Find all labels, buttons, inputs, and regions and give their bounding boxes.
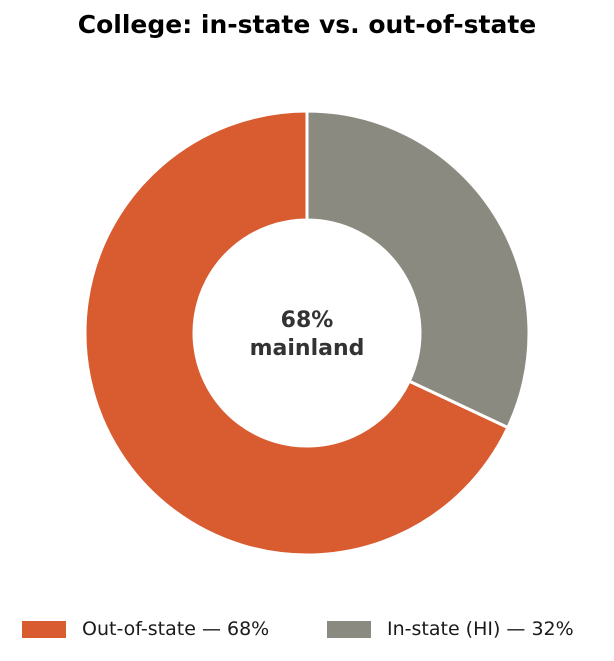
legend-label-out-of-state: Out-of-state — 68%	[82, 618, 270, 640]
chart-title: College: in-state vs. out-of-state	[77, 10, 537, 39]
legend-label-in-state: In-state (HI) — 32%	[387, 618, 574, 640]
donut-slice-out-of-state	[83, 109, 510, 557]
legend-swatch-in-state	[327, 620, 371, 638]
donut-slice-in-state-hi	[305, 109, 531, 430]
donut-slices	[83, 109, 531, 557]
legend-swatch-out-of-state	[22, 620, 66, 638]
legend-item-out-of-state: Out-of-state — 68%	[22, 615, 269, 643]
center-label-line2: mainland	[250, 336, 365, 361]
legend: Out-of-state — 68% In-state (HI) — 32%	[22, 615, 614, 643]
center-label-line1: 68%	[281, 308, 334, 333]
legend-item-in-state: In-state (HI) — 32%	[327, 615, 574, 643]
donut-chart: 68% mainland	[83, 109, 531, 557]
